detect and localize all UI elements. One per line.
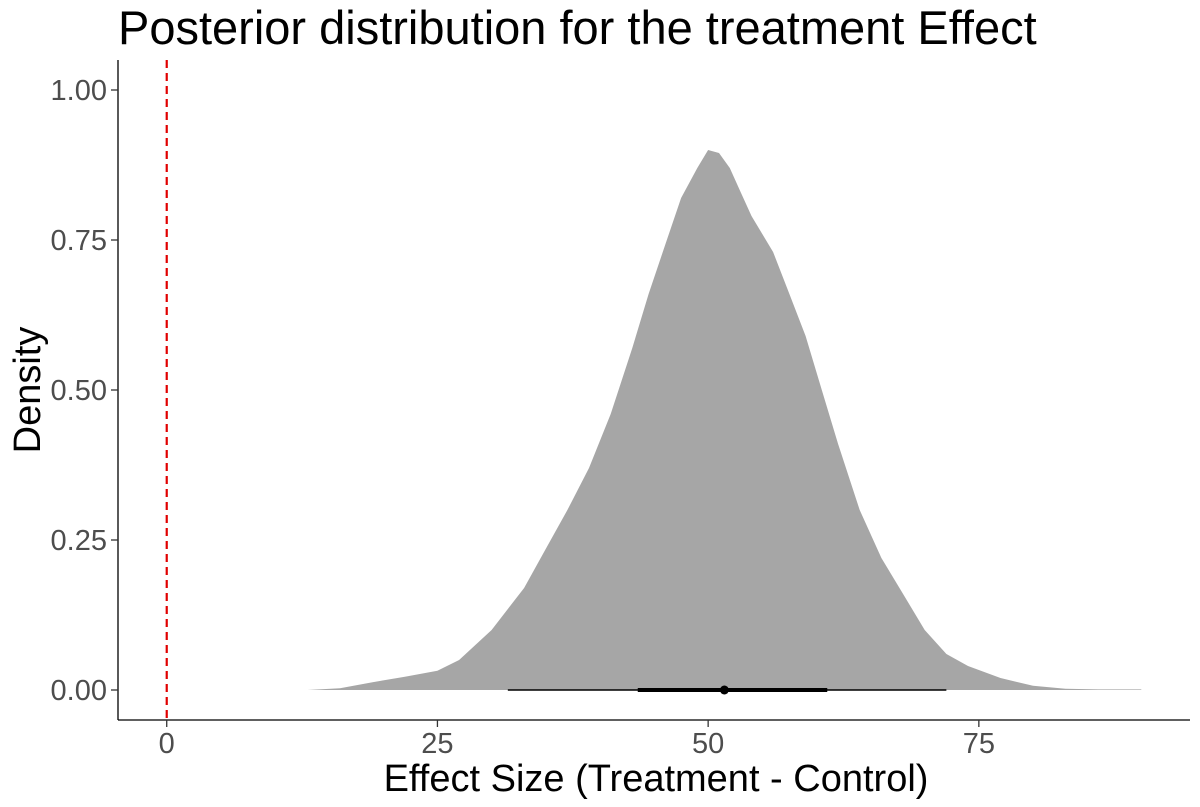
y-tick-label-3: 0.75 [51, 225, 107, 257]
chart-title: Posterior distribution for the treatment… [118, 1, 1037, 54]
y-tick-label-0: 0.00 [51, 675, 107, 707]
x-tick-label-0: 0 [159, 728, 175, 760]
interval-point [719, 685, 729, 695]
y-axis-title: Density [7, 327, 49, 454]
x-tick-label-2: 50 [692, 728, 724, 760]
x-tick-label-3: 75 [963, 728, 995, 760]
y-tick-label-2: 0.50 [51, 375, 107, 407]
y-tick-label-1: 0.25 [51, 525, 107, 557]
y-tick-label-4: 1.00 [51, 75, 107, 107]
x-axis-title: Effect Size (Treatment - Control) [384, 758, 929, 800]
y-axis-ticks: 0.00 0.25 0.50 0.75 1.00 [51, 75, 118, 707]
x-axis-ticks: 0 25 50 75 [159, 720, 995, 760]
x-tick-label-1: 25 [421, 728, 453, 760]
density-area-0 [242, 150, 1142, 690]
